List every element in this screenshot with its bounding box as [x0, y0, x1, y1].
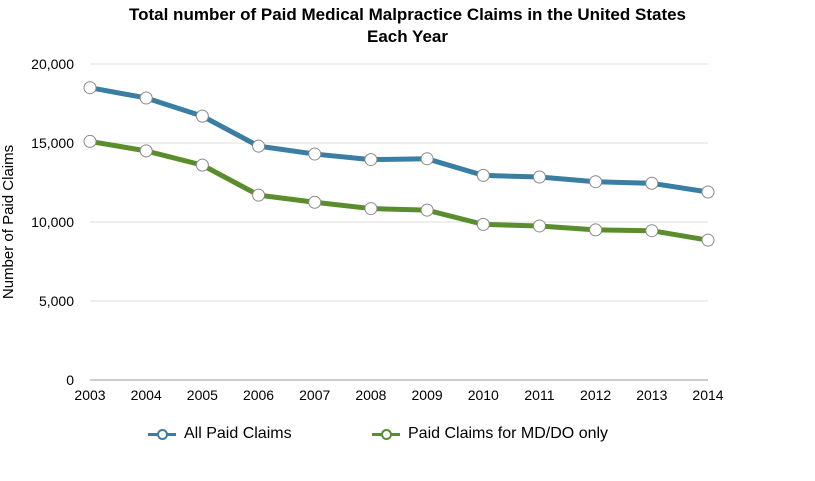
- data-point: [139, 91, 153, 105]
- data-point: [532, 170, 546, 184]
- x-tick-label: 2006: [243, 387, 274, 403]
- data-point: [364, 153, 378, 167]
- legend-item-all-paid-claims: All Paid Claims: [148, 424, 292, 444]
- data-point: [476, 217, 490, 231]
- y-tick-label: 10,000: [31, 214, 74, 230]
- legend-item-md-do-claims: Paid Claims for MD/DO only: [372, 424, 608, 444]
- x-tick-label: 2014: [692, 387, 723, 403]
- legend-swatch-md-do-claims: [372, 428, 400, 440]
- data-point: [645, 224, 659, 238]
- data-point: [252, 188, 266, 202]
- data-point: [420, 203, 434, 217]
- x-tick-label: 2013: [636, 387, 667, 403]
- data-point: [645, 176, 659, 190]
- x-tick-label: 2007: [299, 387, 330, 403]
- chart-title-line-2: Each Year: [367, 27, 448, 46]
- legend-swatch-all-paid-claims: [148, 428, 176, 440]
- data-point: [589, 175, 603, 189]
- y-axis-ticks: 0 5,000 10,000 15,000 20,000: [31, 56, 74, 388]
- data-point: [308, 195, 322, 209]
- y-tick-label: 20,000: [31, 56, 74, 72]
- legend: All Paid Claims Paid Claims for MD/DO on…: [0, 424, 815, 446]
- legend-label-md-do-claims: Paid Claims for MD/DO only: [408, 425, 609, 442]
- data-point: [701, 185, 715, 199]
- data-point: [83, 81, 97, 95]
- x-tick-label: 2012: [580, 387, 611, 403]
- x-axis-ticks: 2003 2004 2005 2006 2007 2008 2009 2010 2011 2012…: [74, 387, 723, 403]
- data-point: [139, 144, 153, 158]
- x-tick-label: 2011: [524, 387, 554, 403]
- x-tick-label: 2008: [355, 387, 386, 403]
- grid-lines: [90, 63, 708, 381]
- x-tick-label: 2009: [412, 387, 443, 403]
- data-point: [195, 109, 209, 123]
- chart-title: Total number of Paid Medical Malpractice…: [0, 4, 815, 48]
- data-point: [252, 139, 266, 153]
- series-line: [87, 138, 711, 243]
- series-layer: [83, 81, 715, 247]
- x-tick-label: 2003: [74, 387, 105, 403]
- y-tick-label: 5,000: [39, 293, 74, 309]
- data-point: [364, 202, 378, 216]
- y-tick-label: 15,000: [31, 135, 74, 151]
- data-point: [195, 158, 209, 172]
- x-tick-label: 2010: [468, 387, 499, 403]
- chart-title-line-1: Total number of Paid Medical Malpractice…: [128, 5, 687, 24]
- series-md-do-claims: [83, 134, 715, 247]
- series-line: [87, 85, 711, 195]
- data-point: [420, 152, 434, 166]
- x-tick-label: 2004: [131, 387, 162, 403]
- series-all-paid-claims: [83, 81, 715, 199]
- data-point: [308, 147, 322, 161]
- data-point: [476, 168, 490, 182]
- y-tick-label: 0: [66, 372, 74, 388]
- legend-label-all-paid-claims: All Paid Claims: [184, 425, 292, 442]
- data-point: [589, 223, 603, 237]
- data-point: [83, 134, 97, 148]
- data-point: [701, 233, 715, 247]
- y-axis-label: Number of Paid Claims: [0, 145, 17, 299]
- x-tick-label: 2005: [187, 387, 218, 403]
- data-point: [532, 219, 546, 233]
